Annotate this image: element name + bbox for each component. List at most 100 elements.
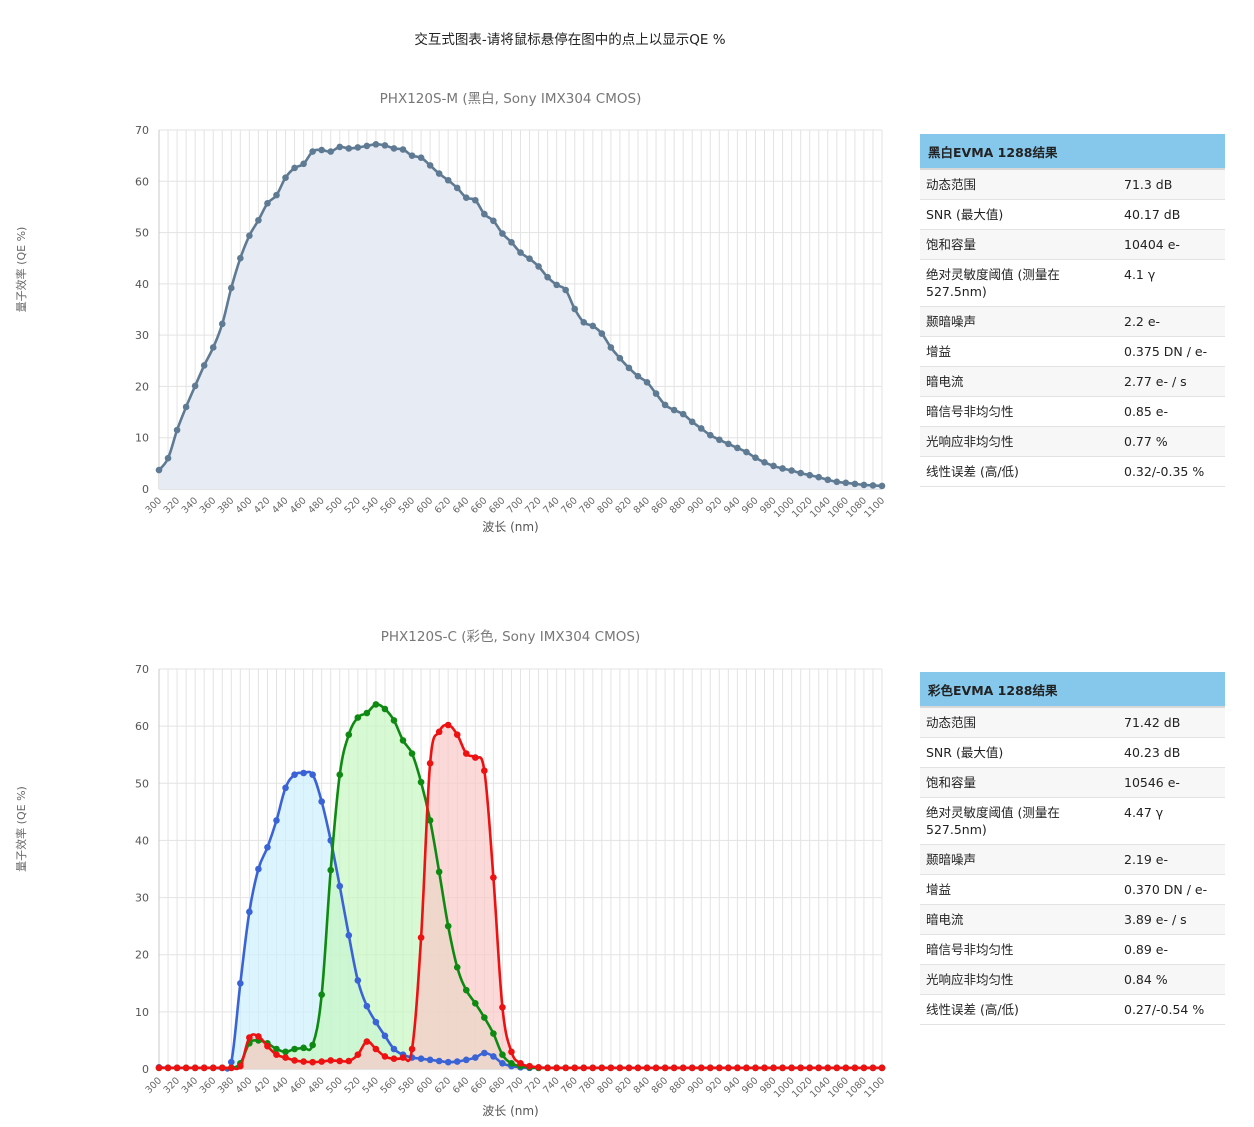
data-point[interactable] [390,1045,398,1053]
data-point[interactable] [228,284,235,292]
data-point[interactable] [824,476,832,484]
data-point[interactable] [237,1062,244,1070]
data-point[interactable] [643,379,651,386]
data-point[interactable] [282,174,289,181]
data-point[interactable] [661,401,669,409]
data-point[interactable] [453,1058,461,1065]
data-point[interactable] [209,1064,217,1072]
data-point[interactable] [752,454,759,462]
data-point[interactable] [508,239,515,246]
data-point[interactable] [291,1045,298,1053]
data-point[interactable] [716,436,723,444]
data-point[interactable] [580,319,588,326]
data-point[interactable] [472,754,479,761]
data-point[interactable] [435,170,443,177]
data-point[interactable] [860,1064,868,1072]
data-point[interactable] [237,979,244,987]
data-point[interactable] [246,232,253,239]
data-point[interactable] [228,1064,235,1072]
data-point[interactable] [806,471,813,479]
data-point[interactable] [246,1034,253,1041]
data-point[interactable] [237,254,244,262]
data-point[interactable] [246,908,253,916]
data-point[interactable] [571,1064,579,1072]
data-point[interactable] [734,1064,741,1072]
data-point[interactable] [481,767,488,775]
data-point[interactable] [345,1057,353,1065]
data-point[interactable] [182,403,190,411]
data-point[interactable] [562,1064,569,1072]
data-point[interactable] [381,142,389,149]
data-point[interactable] [444,721,452,729]
data-point[interactable] [155,466,163,474]
data-point[interactable] [354,144,362,151]
data-point[interactable] [327,1057,335,1064]
data-point[interactable] [869,1064,877,1072]
data-point[interactable] [327,148,335,155]
data-point[interactable] [697,425,705,432]
data-point[interactable] [499,1051,506,1059]
data-point[interactable] [345,931,353,939]
data-point[interactable] [526,255,533,263]
data-point[interactable] [625,364,633,372]
data-point[interactable] [435,1057,443,1065]
data-point[interactable] [336,771,344,779]
data-point[interactable] [291,771,298,779]
data-point[interactable] [444,176,452,184]
data-point[interactable] [372,1045,380,1053]
data-point[interactable] [670,406,678,414]
data-point[interactable] [390,1055,398,1063]
data-point[interactable] [652,390,660,397]
data-point[interactable] [878,482,886,490]
data-point[interactable] [779,465,786,472]
data-point[interactable] [291,1057,298,1064]
data-point[interactable] [426,759,434,767]
data-point[interactable] [381,1032,389,1040]
data-point[interactable] [309,148,316,155]
data-point[interactable] [372,1018,380,1026]
data-point[interactable] [869,482,877,489]
data-point[interactable] [372,701,380,708]
data-point[interactable] [417,154,425,161]
data-point[interactable] [318,146,325,154]
data-point[interactable] [155,1064,163,1072]
data-point[interactable] [490,1053,497,1060]
data-point[interactable] [833,1064,841,1072]
data-point[interactable] [797,1064,804,1072]
data-point[interactable] [517,249,524,256]
data-point[interactable] [453,184,461,192]
data-point[interactable] [706,1064,714,1072]
data-point[interactable] [408,152,416,159]
data-point[interactable] [363,1038,371,1045]
data-point[interactable] [652,1064,660,1072]
data-point[interactable] [481,210,488,218]
data-point[interactable] [300,160,307,168]
data-point[interactable] [282,1054,289,1061]
data-point[interactable] [363,1002,371,1010]
data-point[interactable] [191,1064,199,1072]
data-point[interactable] [435,868,443,876]
data-point[interactable] [616,1064,624,1072]
data-point[interactable] [435,728,443,736]
mono-qe-chart[interactable]: PHX120S-M (黑白, Sony IMX304 CMOS) 0 10 20 30 4… [0,0,900,560]
data-point[interactable] [182,1064,190,1072]
data-point[interactable] [472,196,479,204]
data-point[interactable] [526,1062,533,1070]
data-point[interactable] [462,986,470,994]
data-point[interactable] [318,798,325,805]
data-point[interactable] [273,817,280,824]
data-point[interactable] [327,866,335,874]
data-point[interactable] [444,922,452,930]
data-point[interactable] [598,330,606,337]
data-point[interactable] [788,467,795,474]
data-point[interactable] [417,778,425,786]
data-point[interactable] [679,410,687,418]
data-point[interactable] [273,191,280,199]
data-point[interactable] [752,1064,759,1072]
data-point[interactable] [842,479,850,487]
data-point[interactable] [200,1064,208,1072]
data-point[interactable] [209,344,217,351]
data-point[interactable] [426,162,434,169]
data-point[interactable] [173,426,181,434]
data-point[interactable] [553,281,560,289]
